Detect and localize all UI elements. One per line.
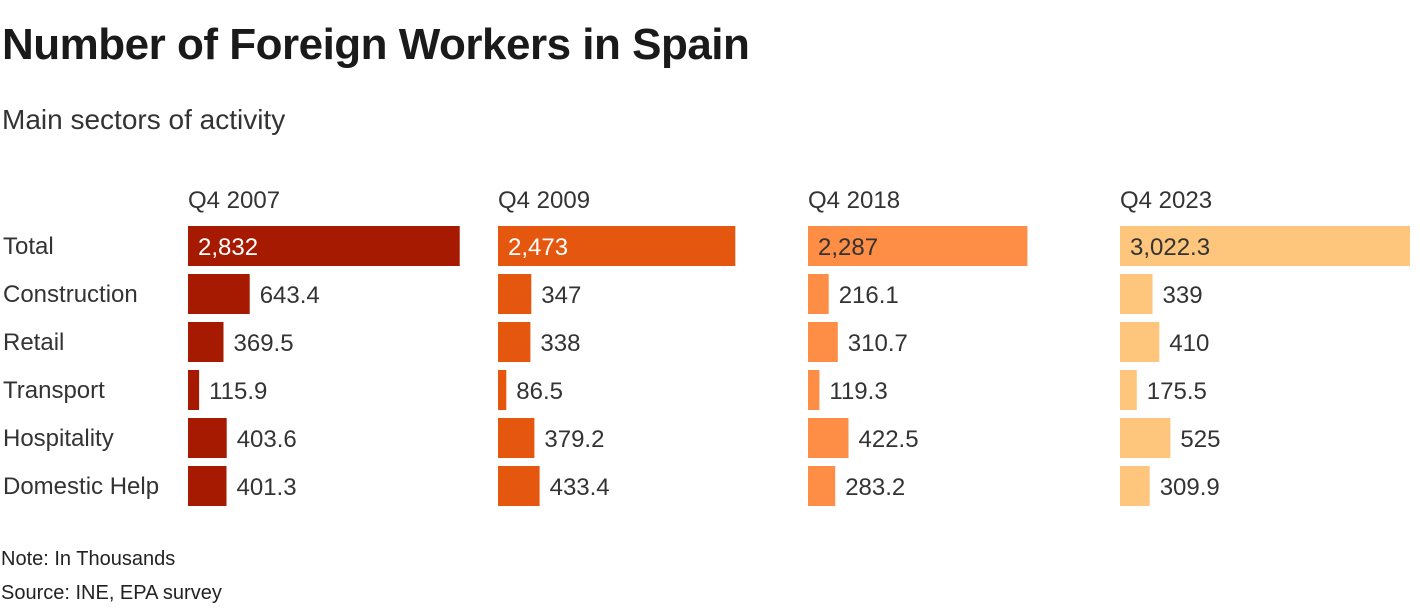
column-header-q4-2009: Q4 2009 [498, 187, 590, 214]
category-label-domestic-help: Domestic Help [3, 473, 159, 500]
column-header-q4-2023: Q4 2023 [1120, 187, 1212, 214]
data-label-q4-2007-construction: 643.4 [260, 282, 320, 309]
bar-q4-2023-retail [1120, 322, 1160, 362]
data-label-q4-2009-transport: 86.5 [516, 378, 563, 405]
data-label-q4-2023-total: 3,022.3 [1130, 234, 1210, 261]
data-label-q4-2009-retail: 338 [540, 330, 580, 357]
bar-q4-2018-hospitality [808, 418, 849, 458]
data-label-q4-2023-hospitality: 525 [1180, 426, 1220, 453]
data-label-q4-2018-retail: 310.7 [848, 330, 908, 357]
data-label-q4-2009-construction: 347 [541, 282, 581, 309]
bar-q4-2018-construction [808, 274, 829, 314]
bar-q4-2023-domestic-help [1120, 466, 1150, 506]
column-header-q4-2007: Q4 2007 [188, 187, 280, 214]
category-label-transport: Transport [3, 377, 105, 404]
bar-q4-2009-transport [498, 370, 507, 410]
bar-q4-2018-domestic-help [808, 466, 836, 506]
bar-q4-2007-retail [188, 322, 224, 362]
category-label-retail: Retail [3, 329, 64, 356]
bar-q4-2009-construction [498, 274, 532, 314]
bar-q4-2009-hospitality [498, 418, 535, 458]
data-label-q4-2023-construction: 339 [1163, 282, 1203, 309]
bar-q4-2023-transport [1120, 370, 1137, 410]
bar-q4-2023-construction [1120, 274, 1153, 314]
data-label-q4-2023-retail: 410 [1169, 330, 1209, 357]
bar-q4-2007-construction [188, 274, 250, 314]
chart-subtitle: Main sectors of activity [2, 104, 286, 135]
bar-q4-2018-total [808, 226, 1028, 266]
data-label-q4-2018-total: 2,287 [818, 234, 878, 261]
bar-q4-2009-total [498, 226, 736, 266]
bar-q4-2007-transport [188, 370, 200, 410]
chart-title: Number of Foreign Workers in Spain [2, 20, 750, 69]
bar-q4-2007-domestic-help [188, 466, 227, 506]
bar-q4-2018-transport [808, 370, 820, 410]
data-label-q4-2009-hospitality: 379.2 [544, 426, 604, 453]
note-text: Note: In Thousands [1, 548, 176, 570]
bar-q4-2023-hospitality [1120, 418, 1171, 458]
bar-q4-2023-total [1120, 226, 1410, 266]
bar-q4-2007-total [188, 226, 460, 266]
data-label-q4-2018-domestic-help: 283.2 [845, 474, 905, 501]
bar-q4-2018-retail [808, 322, 838, 362]
data-label-q4-2007-total: 2,832 [198, 234, 258, 261]
data-label-q4-2023-domestic-help: 309.9 [1160, 474, 1220, 501]
data-label-q4-2009-domestic-help: 433.4 [550, 474, 610, 501]
category-label-construction: Construction [3, 281, 138, 308]
source-text: Source: INE, EPA survey [1, 582, 222, 604]
data-label-q4-2007-domestic-help: 401.3 [237, 474, 297, 501]
data-label-q4-2009-total: 2,473 [508, 234, 568, 261]
data-label-q4-2007-retail: 369.5 [234, 330, 294, 357]
data-label-q4-2007-transport: 115.9 [209, 378, 267, 405]
category-label-hospitality: Hospitality [3, 425, 114, 452]
column-header-q4-2018: Q4 2018 [808, 187, 900, 214]
data-label-q4-2018-construction: 216.1 [839, 282, 899, 309]
bar-q4-2009-domestic-help [498, 466, 540, 506]
data-label-q4-2018-transport: 119.3 [829, 378, 887, 405]
bar-q4-2009-retail [498, 322, 531, 362]
category-label-total: Total [3, 233, 54, 260]
bar-q4-2007-hospitality [188, 418, 227, 458]
data-label-q4-2007-hospitality: 403.6 [237, 426, 297, 453]
data-label-q4-2018-hospitality: 422.5 [859, 426, 919, 453]
data-label-q4-2023-transport: 175.5 [1147, 378, 1207, 405]
